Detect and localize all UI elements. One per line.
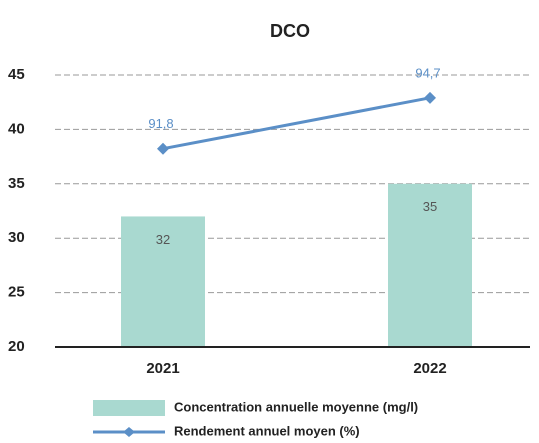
bar bbox=[121, 216, 205, 347]
x-tick-label: 2021 bbox=[146, 360, 179, 377]
y-tick-label: 40 bbox=[8, 120, 25, 137]
legend-swatch bbox=[93, 400, 165, 416]
value-label: 32 bbox=[156, 232, 170, 247]
line-marker bbox=[424, 91, 436, 104]
y-tick-label: 45 bbox=[8, 66, 25, 83]
legend-label: Rendement annuel moyen (%) bbox=[174, 423, 360, 438]
chart-title: DCO bbox=[270, 21, 310, 41]
bar bbox=[388, 183, 472, 347]
y-tick-label: 30 bbox=[8, 229, 25, 246]
x-tick-label: 2022 bbox=[413, 360, 446, 377]
legend-label: Concentration annuelle moyenne (mg/l) bbox=[174, 399, 418, 414]
y-tick-label: 20 bbox=[8, 338, 25, 355]
line bbox=[162, 96, 431, 151]
value-label: 94,7 bbox=[415, 65, 440, 80]
value-label: 91,8 bbox=[148, 116, 173, 131]
value-label: 35 bbox=[423, 199, 437, 214]
line-marker bbox=[157, 142, 169, 155]
legend-marker bbox=[123, 427, 135, 437]
y-tick-label: 35 bbox=[8, 175, 25, 192]
y-tick-label: 25 bbox=[8, 284, 25, 301]
